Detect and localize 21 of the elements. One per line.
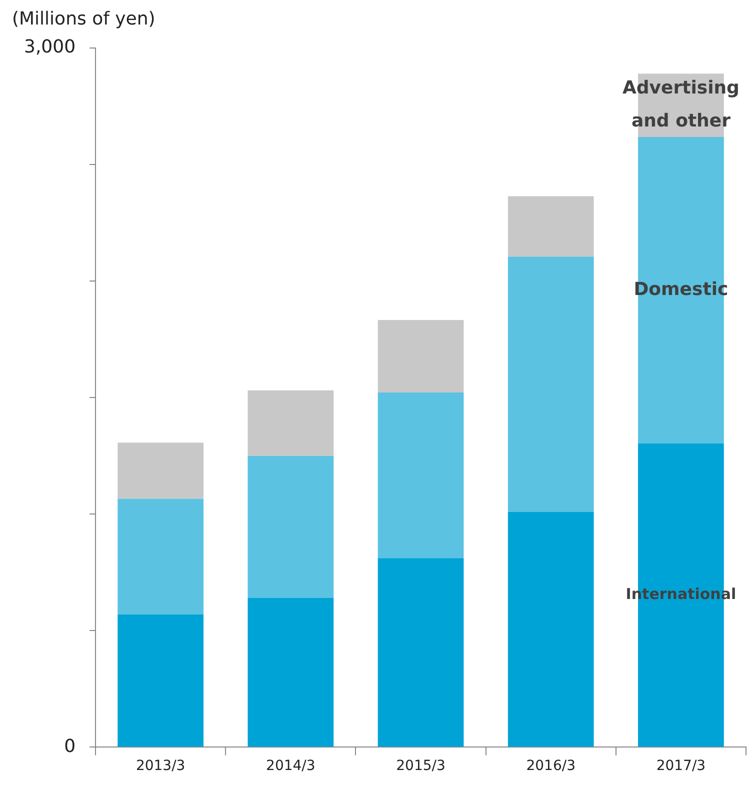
bar — [248, 598, 334, 747]
bar — [508, 196, 594, 257]
x-tick-label: 2017/3 — [656, 758, 706, 774]
y-tick-label: 3,000 — [24, 36, 76, 58]
bar — [248, 456, 334, 598]
y-axis-title: (Millions of yen) — [12, 8, 156, 30]
x-tick-label: 2013/3 — [136, 758, 186, 774]
series-label: Advertising and other — [622, 78, 740, 132]
bar — [118, 442, 204, 499]
bar — [248, 390, 334, 456]
x-tick-label: 2015/3 — [396, 758, 446, 774]
y-tick-label: 0 — [64, 736, 76, 757]
bar — [378, 392, 464, 558]
x-tick-label: 2014/3 — [266, 758, 316, 774]
bar — [378, 558, 464, 747]
bar — [508, 512, 594, 747]
x-tick-label: 2016/3 — [526, 758, 576, 774]
bar — [118, 498, 204, 614]
bar — [118, 614, 204, 747]
bar — [378, 320, 464, 392]
bar — [508, 256, 594, 512]
